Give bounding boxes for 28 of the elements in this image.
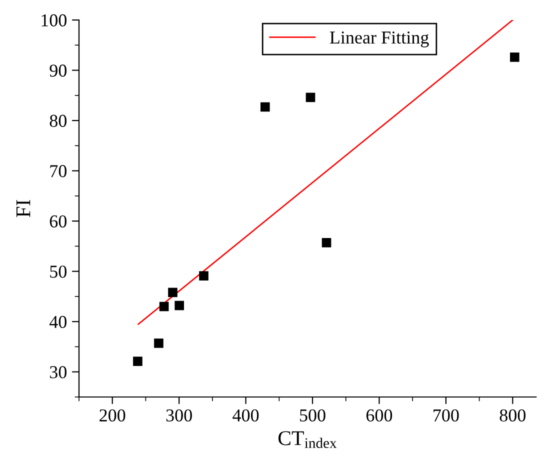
point bbox=[159, 302, 169, 312]
point bbox=[133, 356, 142, 366]
point bbox=[306, 92, 316, 102]
x-tick-label: 600 bbox=[366, 409, 392, 422]
x-tick-label: 500 bbox=[300, 409, 326, 422]
point bbox=[168, 288, 178, 298]
y-tick-label: 70 bbox=[50, 165, 67, 178]
point bbox=[510, 52, 520, 62]
point bbox=[322, 238, 332, 248]
x-tick-label: 200 bbox=[100, 409, 126, 422]
x-axis-title: CT$_{index}$ bbox=[278, 431, 337, 448]
y-tick-label: 60 bbox=[50, 215, 67, 228]
y-tick-label: 90 bbox=[50, 64, 67, 77]
point bbox=[260, 102, 270, 112]
point bbox=[174, 300, 184, 310]
point bbox=[199, 271, 208, 281]
y-tick-label: 40 bbox=[49, 316, 67, 328]
y-axis-title: FI bbox=[16, 200, 30, 218]
x-tick-label: 400 bbox=[232, 409, 259, 422]
x-tick-label: 300 bbox=[166, 409, 192, 422]
y-tick-label: 80 bbox=[50, 114, 67, 127]
y-tick-label: 50 bbox=[50, 266, 67, 278]
y-tick-label: 100 bbox=[42, 14, 67, 26]
legend-label: Linear Fitting bbox=[330, 32, 429, 48]
x-tick-label: 800 bbox=[500, 409, 526, 422]
point bbox=[154, 338, 164, 348]
y-tick-label: 30 bbox=[50, 366, 67, 378]
x-tick-label: 700 bbox=[434, 409, 459, 422]
